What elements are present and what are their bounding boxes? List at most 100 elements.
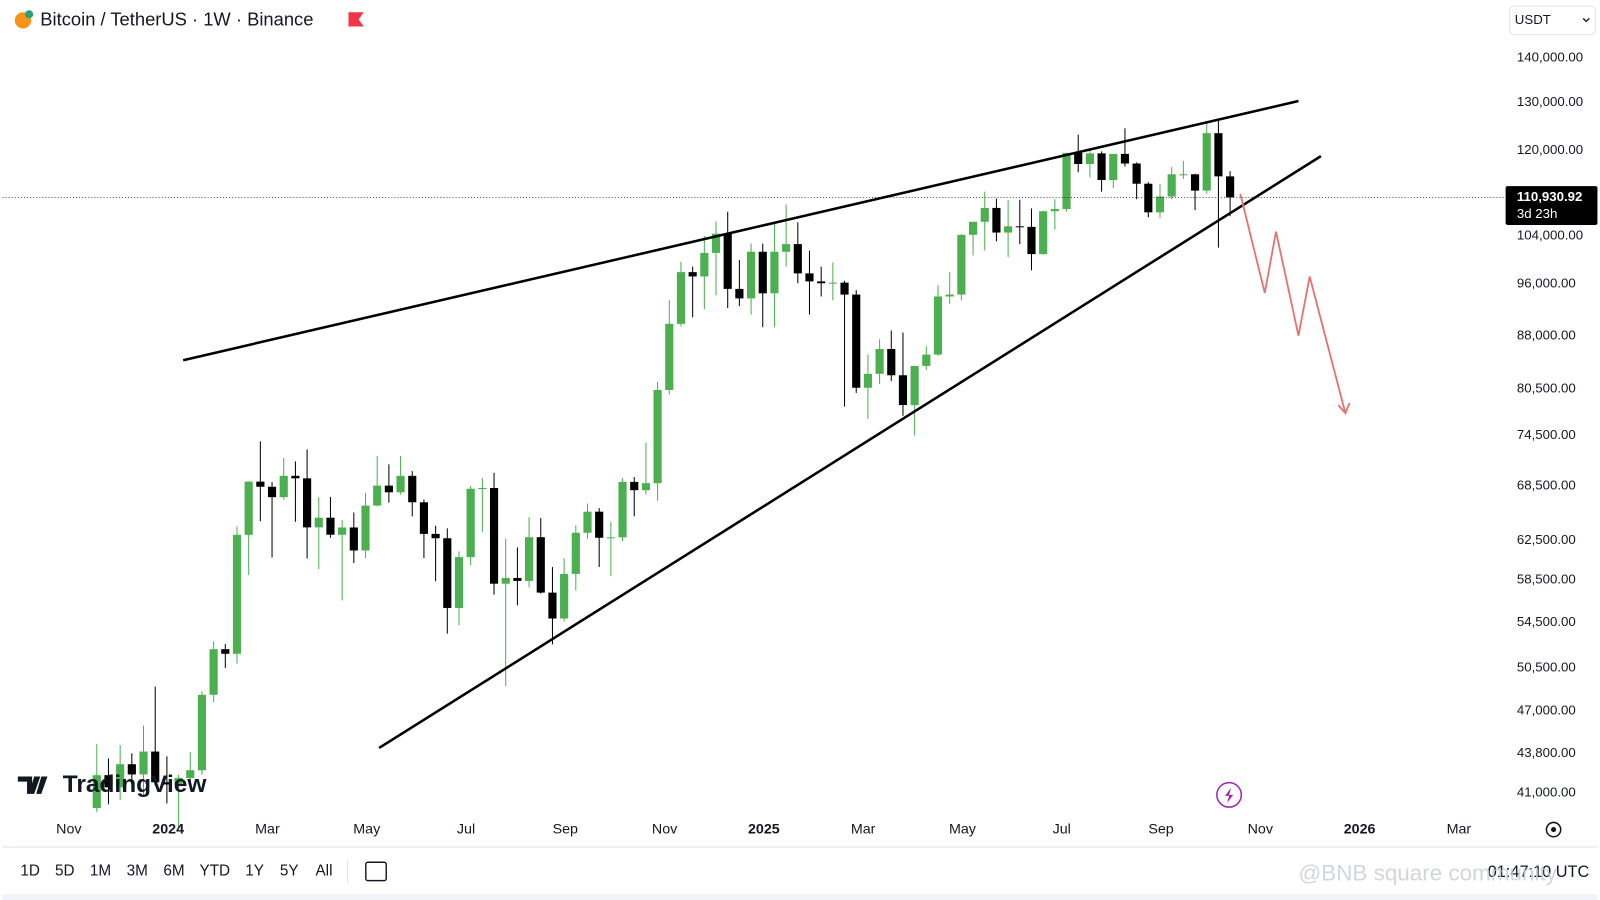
y-tick-label: 41,000.00: [1517, 784, 1576, 799]
y-tick-label: 47,000.00: [1517, 703, 1576, 718]
candle-body: [197, 694, 207, 771]
candle-body: [267, 486, 277, 498]
candle-body: [595, 511, 604, 538]
alert-icon[interactable]: [1216, 781, 1243, 808]
candle-body: [384, 485, 393, 493]
candle-body: [279, 475, 288, 498]
candle-body: [676, 272, 686, 324]
projection-arrowhead: [1337, 402, 1351, 415]
candle-body: [1109, 153, 1118, 181]
currency-selector[interactable]: [1509, 5, 1596, 36]
range-button[interactable]: 1M: [90, 862, 111, 879]
x-axis: Nov 2024 Mar May Jul Sep Nov 2025 Mar May Jul Sep No…: [56, 821, 1471, 837]
candle-body: [1202, 133, 1211, 191]
candle-body: [1015, 226, 1024, 228]
x-tick-label: May: [949, 821, 977, 837]
y-tick-label: 74,500.00: [1517, 427, 1576, 442]
x-tick-label: Sep: [553, 821, 578, 837]
candle-body: [1004, 226, 1013, 233]
candle-body: [349, 527, 358, 551]
candle-body: [665, 323, 674, 390]
range-button[interactable]: 5D: [55, 862, 75, 879]
candle-body: [361, 505, 370, 551]
candle-body: [711, 233, 721, 253]
candle-body: [1039, 211, 1048, 255]
candle-body: [1074, 152, 1083, 165]
range-button[interactable]: All: [315, 862, 332, 879]
candle-body: [408, 475, 417, 503]
candle-body: [980, 207, 989, 222]
candle-body: [1179, 174, 1188, 176]
chart-title: Bitcoin / TetherUS · 1W · Binance: [40, 8, 313, 29]
candle-body: [454, 557, 464, 608]
x-tick-label: Nov: [1248, 821, 1274, 837]
candle-body: [419, 502, 429, 534]
candle-body: [735, 288, 744, 299]
candle-body: [746, 251, 756, 299]
candle-body: [1144, 183, 1153, 213]
lower-trendline: [378, 155, 1322, 750]
range-button[interactable]: 1D: [20, 862, 40, 879]
candle-body: [431, 533, 440, 539]
range-button[interactable]: 5Y: [280, 862, 299, 879]
y-tick-label: 43,800.00: [1517, 745, 1576, 760]
candle-body: [1167, 174, 1176, 197]
candle-body: [852, 294, 861, 388]
range-button[interactable]: 3M: [127, 862, 148, 879]
candle-body: [116, 764, 125, 788]
candle-body: [805, 273, 814, 282]
candle-body: [1027, 226, 1036, 255]
y-tick-label: 104,000.00: [1517, 227, 1583, 242]
clock: 01:47:10 UTC: [1488, 863, 1590, 881]
flag-icon[interactable]: [348, 12, 364, 27]
x-tick-label: Jul: [1053, 821, 1071, 837]
x-tick-label: 2024: [152, 821, 184, 837]
countdown: 3d 23h: [1517, 206, 1558, 221]
currency-label[interactable]: USDT: [1515, 12, 1551, 27]
candle-body: [957, 234, 966, 295]
candle-body: [186, 770, 195, 779]
range-button[interactable]: YTD: [199, 862, 230, 879]
candle-body: [209, 649, 218, 695]
upper-trendline: [182, 99, 1299, 362]
candle-body: [1214, 133, 1223, 177]
candle-body: [641, 483, 650, 491]
range-button[interactable]: 6M: [163, 862, 184, 879]
candle-body: [221, 649, 230, 654]
x-tick-label: Mar: [255, 821, 280, 837]
toolbar: 1D 5D 1M 3M 6M YTD 1Y 5Y All: [20, 862, 332, 879]
candle-body: [1085, 153, 1094, 165]
candle-body: [256, 481, 265, 487]
candle-body: [863, 373, 872, 388]
y-tick-label: 120,000.00: [1517, 142, 1583, 157]
candle-body: [291, 475, 300, 479]
candle-body: [1097, 153, 1106, 181]
candle-body: [1120, 153, 1130, 164]
candle-body: [525, 537, 534, 581]
candle-body: [443, 538, 452, 608]
candle-body: [875, 348, 884, 374]
candle-body: [571, 532, 580, 574]
range-button[interactable]: 1Y: [245, 862, 264, 879]
candle-body: [618, 481, 627, 538]
candle-body: [782, 244, 791, 252]
candle-body: [630, 481, 639, 491]
candle-body: [104, 775, 113, 788]
y-tick-label: 50,500.00: [1517, 660, 1576, 675]
candle-body: [887, 348, 896, 376]
candle-body: [232, 534, 242, 654]
candle-body: [303, 478, 312, 528]
y-tick-label: 140,000.00: [1517, 50, 1583, 65]
candle-body: [1050, 209, 1059, 212]
candle-body: [793, 244, 802, 274]
date-range-icon[interactable]: [365, 861, 387, 882]
bottom-strip: [2, 893, 1598, 900]
candle-body: [536, 537, 545, 593]
alert-bolt: [1225, 787, 1234, 804]
candle-body: [513, 577, 522, 581]
candle-body: [127, 764, 136, 775]
dropdown-caret: [1582, 17, 1590, 23]
settings-icon[interactable]: [1545, 821, 1562, 838]
